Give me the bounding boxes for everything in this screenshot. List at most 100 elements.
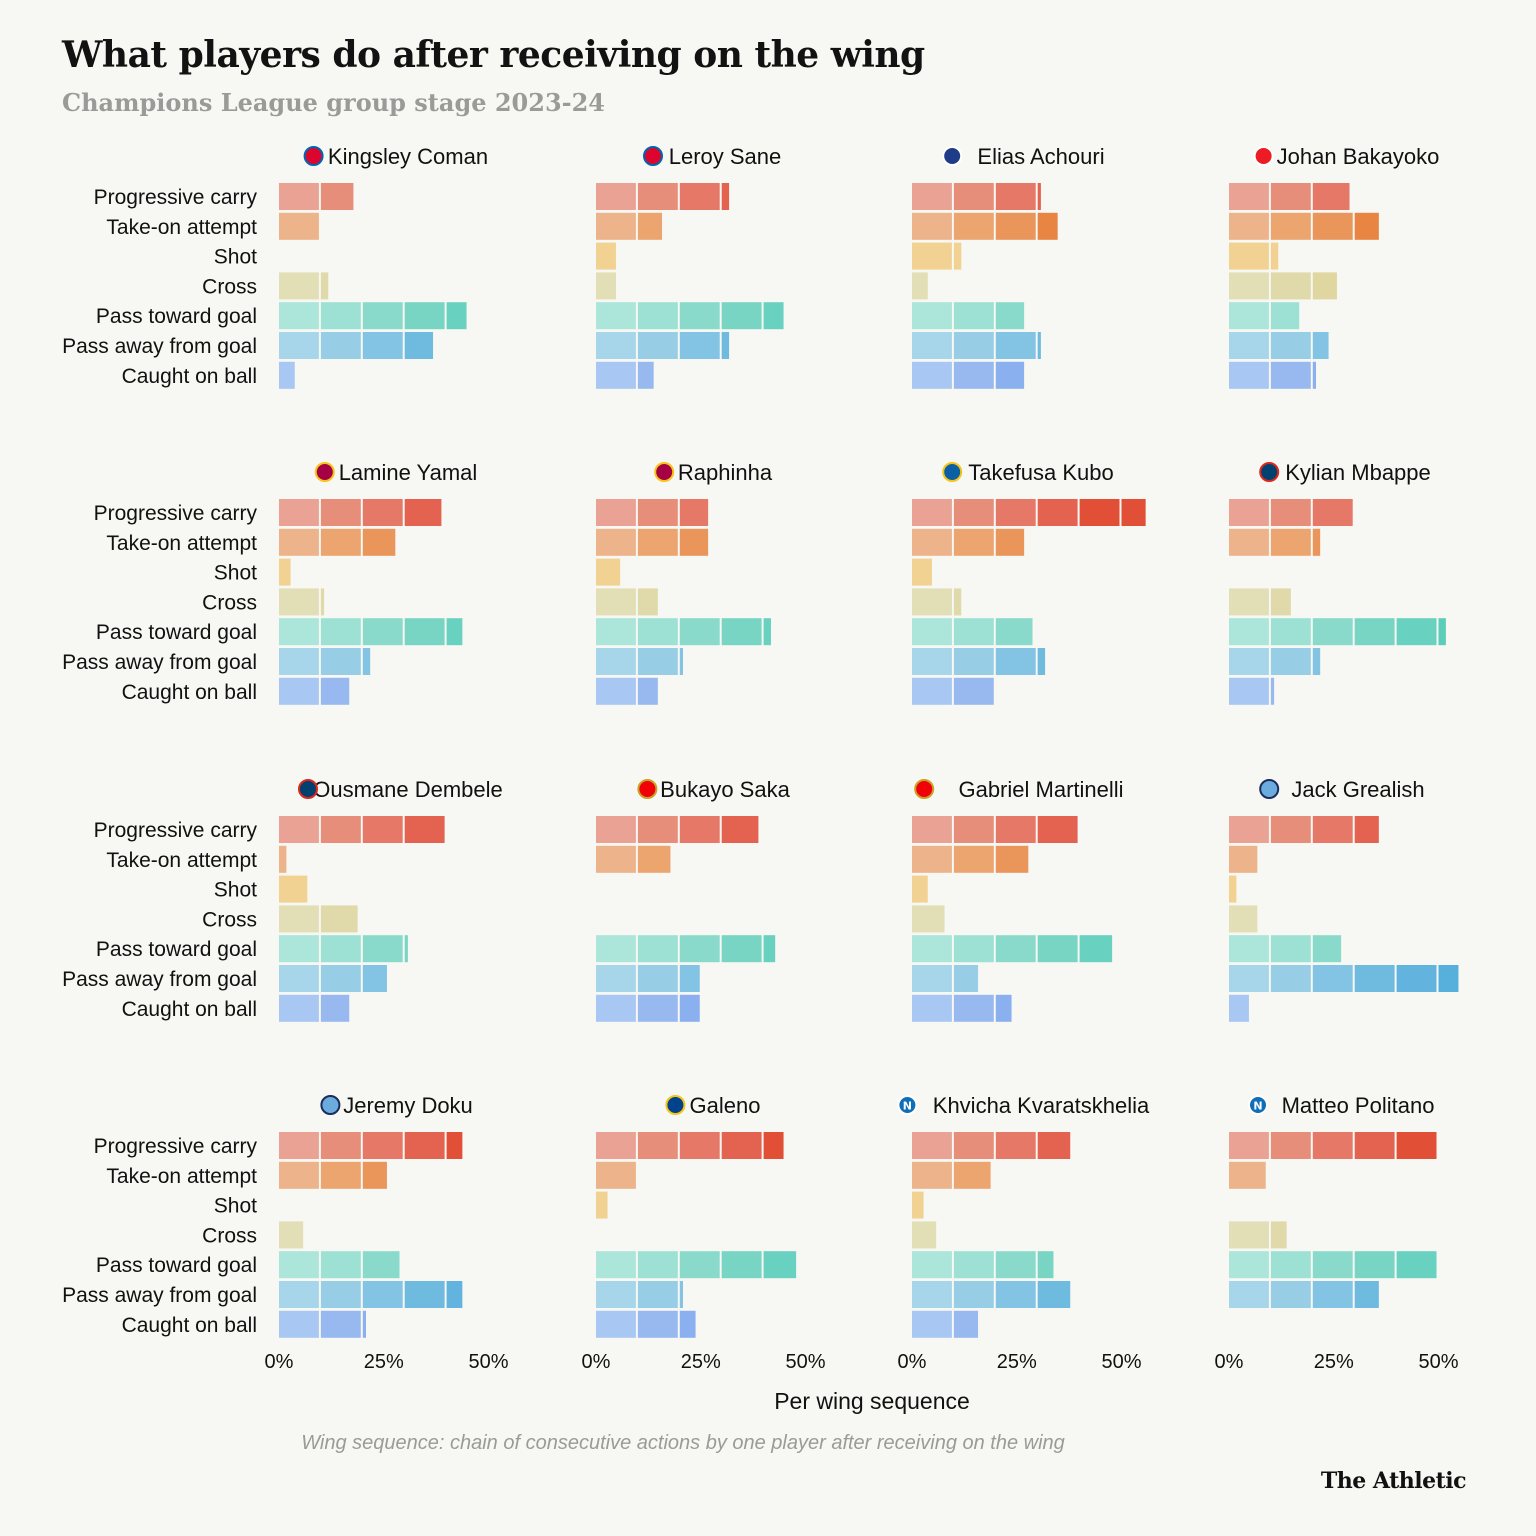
bar-segment-shot (912, 1191, 924, 1219)
panel-ousmane-dembele: Ousmane Dembele (279, 777, 503, 1022)
panel-elias-achouri: Elias Achouri (912, 144, 1105, 389)
bar-segment-pass-away-from-goal (1270, 1281, 1311, 1308)
category-label: Shot (214, 246, 257, 269)
bar-segment-cross (279, 588, 319, 616)
bar-segment-take-on-attempt (320, 1161, 361, 1189)
bar-segment-pass-toward-goal (1312, 935, 1342, 963)
bar-segment-pass-away-from-goal (637, 648, 678, 675)
bar-segment-progressive-carry (912, 1132, 952, 1159)
bar-segment-take-on-attempt (596, 528, 636, 556)
bar-segment-pass-toward-goal (320, 1251, 361, 1279)
bar-segment-take-on-attempt (953, 212, 994, 240)
bar-segment-take-on-attempt (637, 528, 678, 556)
bar-segment-cross (320, 905, 358, 933)
bar-segment-pass-toward-goal (763, 302, 784, 330)
bar-segment-progressive-carry (279, 183, 319, 210)
bar-segment-cross (1229, 1221, 1269, 1249)
club-badge-icon (298, 779, 318, 799)
club-badge-icon (914, 779, 935, 799)
bar-segment-pass-toward-goal (1079, 935, 1113, 963)
bar-segment-progressive-carry (404, 499, 442, 526)
bar-segment-pass-away-from-goal (912, 1281, 952, 1308)
bar-segment-cross (912, 272, 928, 300)
panel-takefusa-kubo: Takefusa Kubo (912, 460, 1146, 705)
bar-segment-take-on-attempt (995, 845, 1029, 873)
bar-segment-pass-toward-goal (279, 618, 319, 646)
panel-title: Khvicha Kvaratskhelia (933, 1093, 1150, 1118)
bar-segment-shot (596, 242, 616, 270)
panel-khvicha-kvaratskhelia: Khvicha Kvaratskhelia N (897, 1093, 1150, 1338)
bar-segment-pass-toward-goal (995, 935, 1036, 963)
bar-segment-pass-away-from-goal (1396, 965, 1437, 992)
bar-segment-pass-toward-goal (1229, 302, 1269, 330)
category-label: Progressive carry (94, 1135, 258, 1158)
panel-title: Bukayo Saka (660, 777, 790, 802)
category-label: Cross (202, 908, 257, 931)
bar-segment-pass-away-from-goal (953, 1281, 994, 1308)
x-tick-label: 50% (468, 1351, 508, 1373)
bar-segment-take-on-attempt (912, 212, 952, 240)
panel-title: Kylian Mbappe (1285, 460, 1431, 485)
panel-galeno: Galeno (596, 1093, 797, 1338)
bar-segment-progressive-carry (953, 816, 994, 843)
bar-segment-pass-away-from-goal (953, 965, 979, 992)
club-badge-icon (1248, 1095, 1268, 1115)
bar-segment-progressive-carry (995, 183, 1036, 210)
bar-segment-pass-toward-goal (320, 935, 361, 963)
panel-leroy-sane: Leroy Sane (596, 144, 784, 389)
bar-segment-progressive-carry (1354, 816, 1379, 843)
bar-segment-pass-toward-goal (596, 1251, 636, 1279)
bar-segment-take-on-attempt (362, 1161, 387, 1189)
bar-segment-pass-toward-goal (1270, 302, 1300, 330)
bar-segment-pass-away-from-goal (279, 332, 319, 359)
club-badge-icon (1259, 462, 1280, 482)
bar-segment-pass-toward-goal (637, 302, 678, 330)
bar-segment-pass-away-from-goal (596, 965, 636, 992)
category-label: Progressive carry (94, 186, 258, 209)
club-badge-letter: N (1253, 1100, 1262, 1113)
bar-segment-take-on-attempt (637, 845, 671, 873)
bar-segment-progressive-carry (995, 499, 1036, 526)
bar-segment-take-on-attempt (1312, 528, 1321, 556)
category-label: Pass toward goal (96, 305, 257, 328)
chart-subtitle: Champions League group stage 2023-24 (62, 88, 605, 117)
bar-segment-progressive-carry (320, 183, 354, 210)
bar-segment-caught-on-ball (279, 994, 319, 1022)
bar-segment-pass-away-from-goal (953, 332, 994, 359)
bar-segment-take-on-attempt (1229, 845, 1258, 873)
bar-segment-caught-on-ball (362, 1310, 366, 1338)
bar-segment-pass-toward-goal (995, 302, 1025, 330)
bar-segment-pass-away-from-goal (637, 332, 678, 359)
panel-kingsley-coman: Kingsley Coman (279, 144, 488, 389)
bar-segment-shot (912, 558, 932, 586)
x-tick-label: 0% (898, 1351, 927, 1373)
x-axis-label: Per wing sequence (774, 1388, 970, 1414)
bar-segment-take-on-attempt (637, 212, 663, 240)
bar-segment-pass-toward-goal (1037, 1251, 1054, 1279)
bar-segment-caught-on-ball (953, 1310, 979, 1338)
brand-logo: The Athletic (1320, 1468, 1467, 1494)
category-label: Shot (214, 1195, 257, 1218)
category-label: Pass toward goal (96, 1254, 257, 1277)
bar-segment-cross (1270, 588, 1291, 616)
bar-segment-progressive-carry (596, 1132, 636, 1159)
bar-segment-pass-toward-goal (404, 935, 408, 963)
panel-matteo-politano: Matteo Politano N (1229, 1093, 1437, 1308)
bar-segment-progressive-carry (1229, 1132, 1269, 1159)
bar-segment-pass-away-from-goal (679, 648, 683, 675)
category-label: Caught on ball (122, 681, 257, 704)
category-label: Pass away from goal (62, 1284, 257, 1307)
bar-segment-pass-toward-goal (679, 935, 720, 963)
club-badge-icon (637, 779, 658, 799)
bar-segment-progressive-carry (995, 1132, 1036, 1159)
bar-segment-take-on-attempt (1229, 1161, 1266, 1189)
bar-segment-caught-on-ball (1229, 677, 1269, 705)
bar-segment-pass-toward-goal (637, 935, 678, 963)
bar-segment-take-on-attempt (912, 528, 952, 556)
x-tick-label: 25% (364, 1351, 404, 1373)
category-label: Take-on attempt (106, 1165, 257, 1188)
panel-title: Takefusa Kubo (968, 460, 1114, 485)
bar-segment-pass-away-from-goal (596, 332, 636, 359)
bar-segment-progressive-carry (912, 499, 952, 526)
